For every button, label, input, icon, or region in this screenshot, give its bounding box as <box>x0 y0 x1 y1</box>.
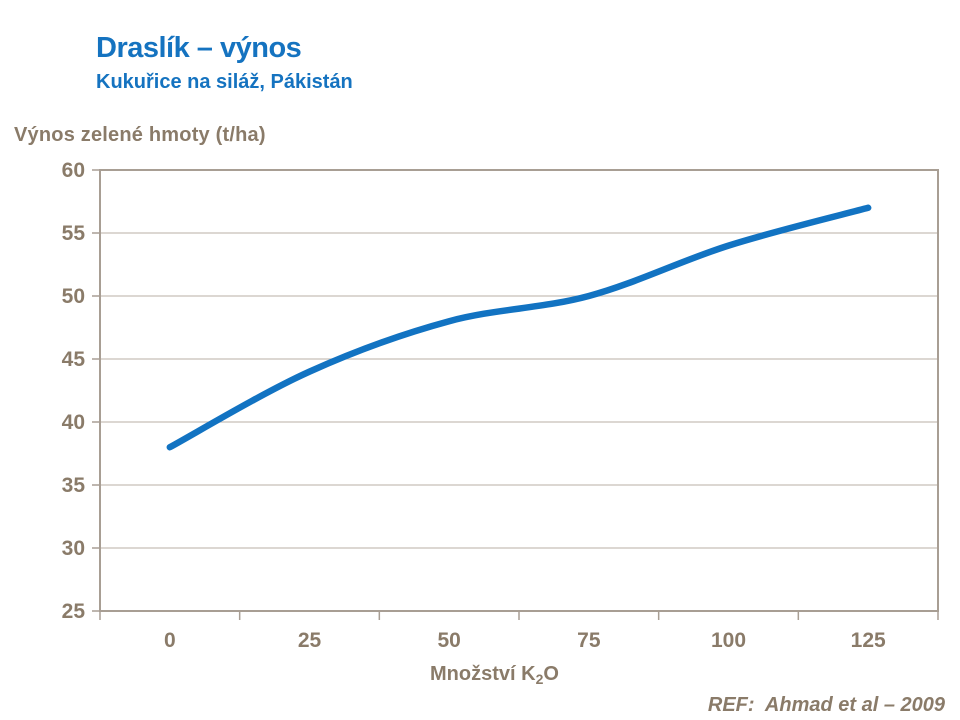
x-axis-title-subscript: 2 <box>535 671 544 687</box>
y-tick-label: 60 <box>62 160 85 182</box>
x-tick-label: 100 <box>711 629 746 652</box>
page-subtitle: Kukuřice na siláž, Pákistán <box>96 70 353 93</box>
y-axis-title: Výnos zelené hmoty (t/ha) <box>14 124 266 146</box>
x-tick-label: 25 <box>298 629 322 652</box>
y-tick-label: 35 <box>62 474 86 497</box>
y-tick-label: 40 <box>62 411 85 434</box>
y-tick-label: 25 <box>62 600 86 623</box>
line-chart: 60 55 50 45 40 35 30 25 0 25 50 75 100 125 <box>62 160 939 652</box>
y-tick-label: 45 <box>62 348 86 371</box>
data-series-line <box>166 204 872 451</box>
x-axis-title-text: Množství K <box>430 663 536 685</box>
page-title: Draslík – výnos <box>96 32 302 64</box>
y-tick-label: 50 <box>62 285 85 308</box>
x-tick-label: 50 <box>437 629 460 652</box>
chart-header: Draslík – výnos Kukuřice na siláž, Pákis… <box>96 31 353 94</box>
x-tick-label: 75 <box>577 629 601 652</box>
plot-border <box>99 169 939 612</box>
x-tick-label: 0 <box>164 629 176 652</box>
x-tick-label: 125 <box>851 629 886 652</box>
y-tick-label: 30 <box>62 537 85 560</box>
x-axis-title: Množství K2O <box>430 663 559 687</box>
y-tick-label: 55 <box>62 222 86 245</box>
reference-text: REF: Ahmad et al – 2009 <box>707 694 945 716</box>
x-axis-title-text-end: O <box>543 663 559 685</box>
